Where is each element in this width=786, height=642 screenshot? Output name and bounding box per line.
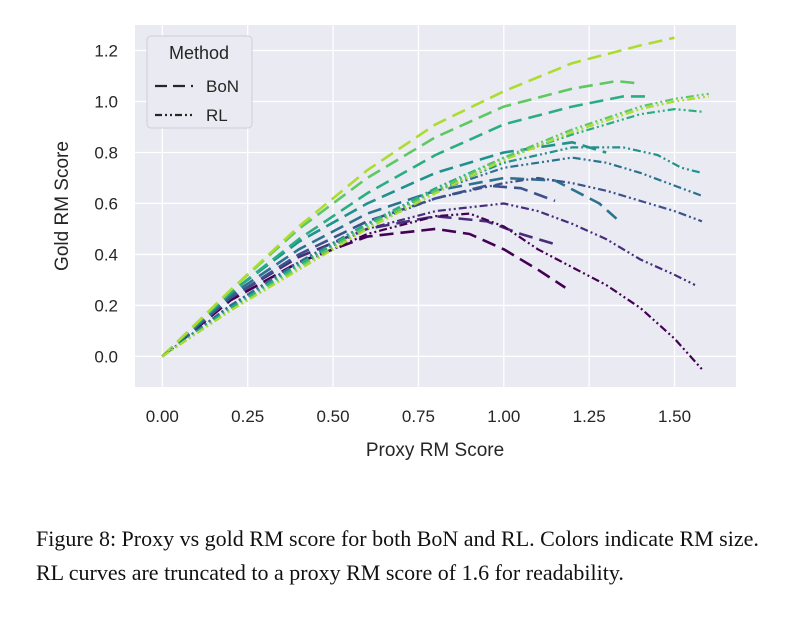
bon-curve-0 [161, 227, 567, 358]
bon-curve-6 [161, 79, 641, 358]
bon-curve-1 [161, 214, 556, 358]
y-tick-label: 0.4 [94, 245, 118, 264]
y-tick-label: 0.8 [94, 143, 118, 162]
bon-curve-2 [161, 184, 556, 358]
bon-curve-7 [161, 36, 675, 358]
x-tick-label: 0.50 [317, 407, 350, 426]
y-tick-labels: 0.0 0.2 0.4 0.6 0.8 1.0 1.2 [94, 41, 118, 366]
curves [161, 36, 709, 370]
x-tick-label: 0.25 [231, 407, 264, 426]
x-tick-label: 0.00 [146, 407, 179, 426]
rl-curve-13 [161, 108, 703, 358]
y-tick-label: 0.6 [94, 194, 118, 213]
y-tick-label: 0.2 [94, 296, 118, 315]
legend-label-bon: BoN [206, 77, 239, 96]
rl-curve-15 [161, 95, 709, 358]
x-tick-label: 0.75 [402, 407, 435, 426]
y-axis-label: Gold RM Score [52, 141, 73, 271]
y-tick-label: 0.0 [94, 347, 118, 366]
x-tick-label: 1.25 [573, 407, 606, 426]
chart: 0.00 0.25 0.50 0.75 1.00 1.25 1.50 0.00.20.40.… [52, 25, 736, 461]
bon-curve-5 [161, 95, 648, 358]
legend-box [146, 35, 253, 129]
y-tick-label: 1.0 [94, 92, 118, 111]
x-tick-label: 1.00 [487, 407, 520, 426]
x-tick-labels: 0.00 0.25 0.50 0.75 1.00 1.25 1.50 [146, 407, 691, 426]
x-axis-label: Proxy RM Score [366, 440, 504, 461]
legend-label-rl: RL [206, 106, 228, 125]
legend-title: Method [169, 43, 229, 63]
x-tick-label: 1.50 [658, 407, 691, 426]
legend: Method BoN RL [146, 35, 253, 129]
y-tick-label: 1.2 [94, 41, 118, 60]
figure-caption: Figure 8: Proxy vs gold RM score for bot… [36, 526, 759, 585]
